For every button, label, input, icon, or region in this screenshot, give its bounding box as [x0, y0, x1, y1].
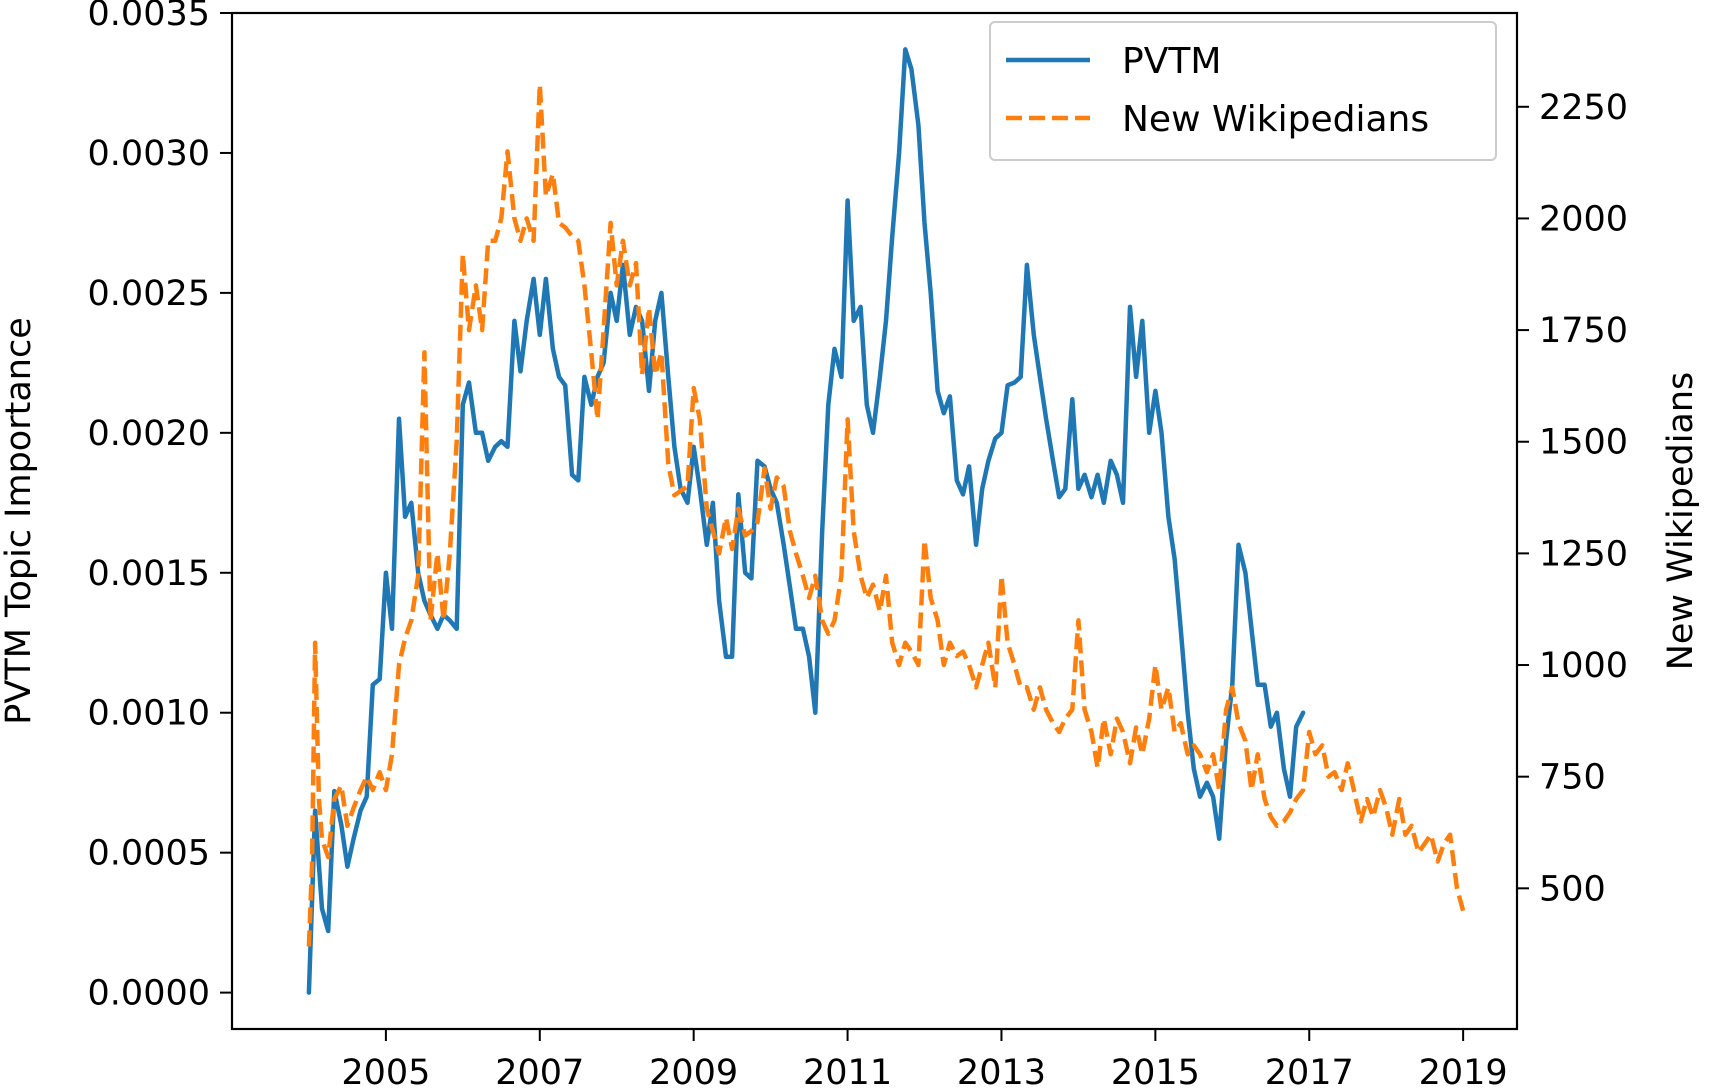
y-right-tick-label: 500	[1539, 869, 1606, 909]
legend: PVTM New Wikipedians	[989, 21, 1497, 161]
y-right-tick-label: 1750	[1539, 311, 1628, 351]
x-tick-label: 2005	[341, 1053, 430, 1091]
x-tick-label: 2017	[1265, 1053, 1354, 1091]
y-right-tick-label: 1500	[1539, 423, 1628, 463]
y-left-tick-label: 0.0010	[88, 694, 210, 734]
x-tick-label: 2015	[1111, 1053, 1200, 1091]
y-left-tick-label: 0.0015	[88, 554, 210, 594]
y-left-tick-label: 0.0020	[88, 414, 210, 454]
y-axis-right-label: New Wikipedians	[1661, 372, 1701, 671]
series-line-new-wikipedians	[306, 82, 1466, 947]
y-left-tick-label: 0.0035	[88, 0, 210, 34]
x-tick-label: 2019	[1419, 1053, 1508, 1091]
y-left-tick-label: 0.0005	[88, 834, 210, 874]
y-right-tick-label: 1250	[1539, 534, 1628, 574]
y-right-tick-label: 750	[1539, 758, 1606, 798]
x-tick-label: 2013	[957, 1053, 1046, 1091]
x-tick-label: 2007	[495, 1053, 584, 1091]
legend-box	[989, 21, 1497, 161]
y-left-tick-label: 0.0030	[88, 134, 210, 174]
x-tick-label: 2009	[649, 1053, 738, 1091]
plot-frame	[230, 11, 1519, 1031]
y-right-tick-label: 1000	[1539, 646, 1628, 686]
y-axis-left-label: PVTM Topic Importance	[0, 317, 39, 724]
y-left-tick-label: 0.0025	[88, 274, 210, 314]
x-tick-label: 2011	[803, 1053, 892, 1091]
y-right-tick-label: 2250	[1539, 88, 1628, 128]
legend-label-new-wikipedians: New Wikipedians	[1122, 99, 1429, 140]
x-axis: 2005 2007 2009 2011 2013 2015 2017 2019	[341, 1029, 1508, 1091]
series-line-pvtm	[306, 47, 1306, 995]
y-axis-right: 500 750 1000 1250 1500 1750 2000 2250	[1517, 88, 1628, 909]
y-left-tick-label: 0.0000	[88, 974, 210, 1014]
y-right-tick-label: 2000	[1539, 199, 1628, 239]
y-axis-left: 0.0000 0.0005 0.0010 0.0015 0.0020 0.0025 0.00…	[88, 0, 232, 1014]
legend-label-pvtm: PVTM	[1122, 41, 1221, 82]
series-layer	[306, 47, 1466, 995]
